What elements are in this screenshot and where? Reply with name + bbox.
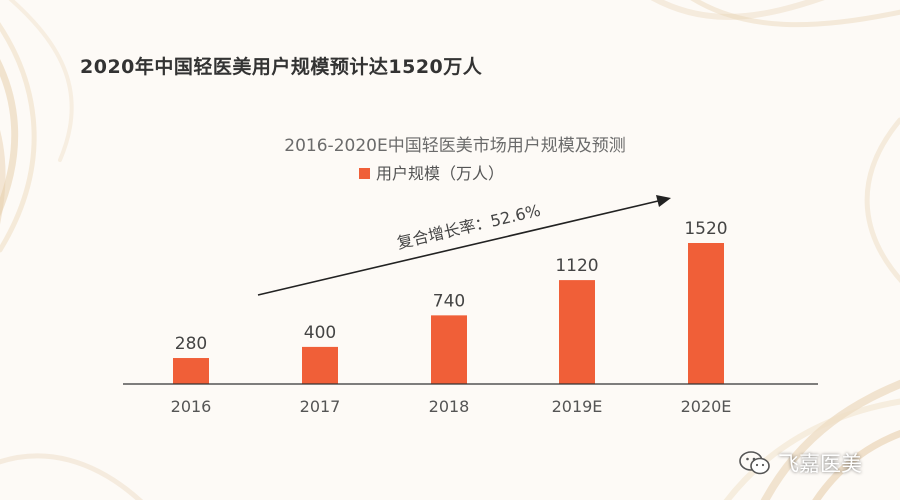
data-label-2017: 400	[304, 323, 336, 343]
page-heading: 2020年中国轻医美用户规模预计达1520万人	[80, 56, 483, 78]
legend-swatch	[359, 168, 370, 179]
bar-2017	[302, 346, 338, 384]
bar-2019E	[559, 280, 595, 384]
growth-arrow-head	[656, 195, 671, 207]
bar-group: 280 2016 400 2017 740 2018 1120 2019E 1520 2020E	[171, 219, 732, 416]
data-label-2020E: 1520	[684, 219, 727, 239]
wechat-icon	[739, 451, 770, 475]
bar-2020E	[688, 243, 724, 384]
growth-trend: 复合增长率：52.6%	[257, 195, 671, 296]
x-tick-label-2017: 2017	[300, 397, 341, 416]
x-tick-label-2016: 2016	[171, 397, 212, 416]
bar-2018	[431, 315, 467, 384]
chart-title: 2016-2020E中国轻医美市场用户规模及预测	[284, 136, 625, 156]
watermark-label: 飞嘉医美	[778, 452, 862, 476]
x-tick-label-2019E: 2019E	[552, 397, 603, 416]
legend: 用户规模（万人）	[359, 164, 504, 183]
bar-2016	[173, 358, 209, 384]
watermark: 飞嘉医美	[738, 448, 862, 478]
x-tick-label-2018: 2018	[429, 397, 470, 416]
legend-label: 用户规模（万人）	[376, 164, 504, 183]
data-label-2019E: 1120	[555, 256, 598, 276]
data-label-2016: 280	[175, 334, 207, 354]
data-label-2018: 740	[433, 291, 465, 311]
x-tick-label-2020E: 2020E	[681, 397, 732, 416]
growth-trend-arrow	[257, 200, 659, 296]
